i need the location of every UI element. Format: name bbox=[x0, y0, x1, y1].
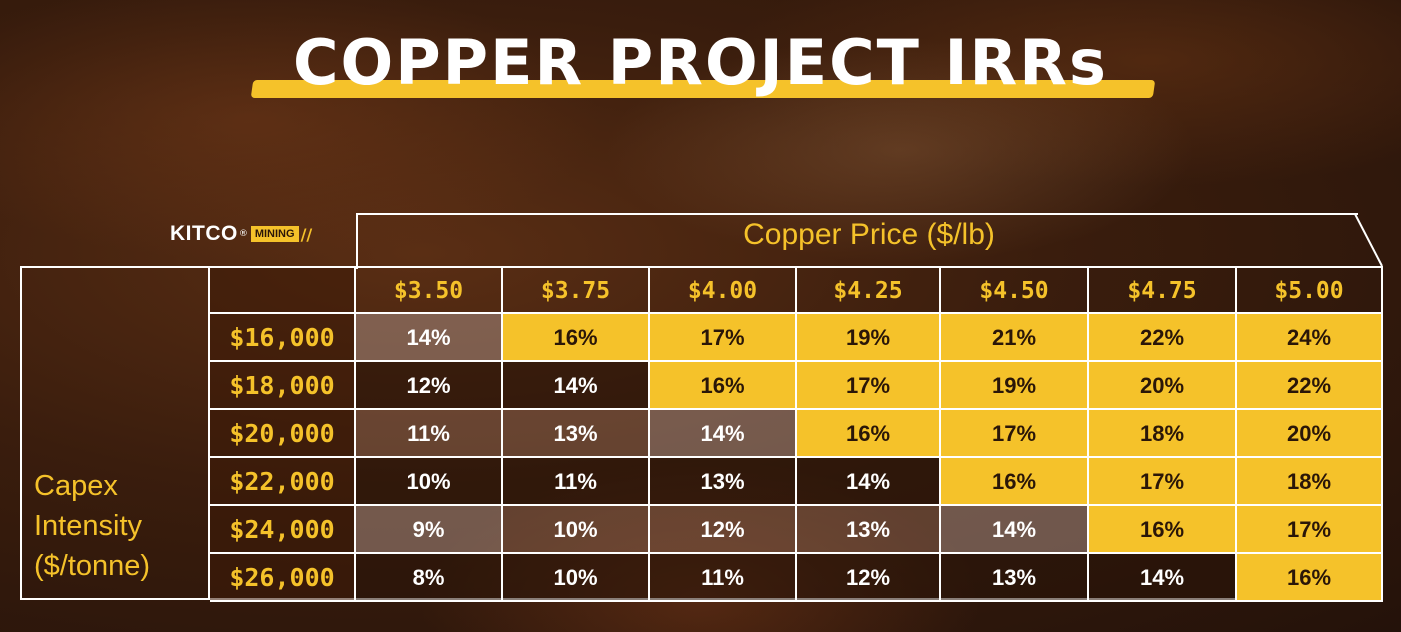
row-header-0: $16,000 bbox=[210, 314, 356, 362]
irr-cell-r4-c6: 17% bbox=[1237, 506, 1383, 554]
logo-brand: KITCO bbox=[170, 222, 238, 245]
logo-registered-mark: ® bbox=[238, 229, 248, 239]
irr-cell-r1-c2: 16% bbox=[650, 362, 797, 410]
row-axis-label-line-3: ($/tonne) bbox=[34, 550, 151, 582]
irr-cell-r2-c5: 18% bbox=[1089, 410, 1237, 458]
row-axis-label-line-2: Intensity bbox=[34, 510, 142, 542]
irr-cell-r2-c2: 14% bbox=[650, 410, 797, 458]
irr-cell-r5-c6: 16% bbox=[1237, 554, 1383, 602]
irr-cell-r3-c3: 14% bbox=[797, 458, 941, 506]
irr-cell-r2-c1: 13% bbox=[503, 410, 650, 458]
irr-cell-r5-c0: 8% bbox=[356, 554, 503, 602]
irr-cell-r3-c5: 17% bbox=[1089, 458, 1237, 506]
logo-tag: MINING bbox=[250, 226, 299, 242]
row-axis-cell bbox=[20, 266, 210, 600]
irr-cell-r0-c1: 16% bbox=[503, 314, 650, 362]
irr-cell-r3-c0: 10% bbox=[356, 458, 503, 506]
irr-cell-r0-c2: 17% bbox=[650, 314, 797, 362]
irr-cell-r5-c1: 10% bbox=[503, 554, 650, 602]
logo-slash-icon: // bbox=[300, 224, 313, 244]
column-header-1: $3.75 bbox=[503, 268, 650, 314]
irr-cell-r4-c2: 12% bbox=[650, 506, 797, 554]
row-header-1: $18,000 bbox=[210, 362, 356, 410]
irr-cell-r0-c0: 14% bbox=[356, 314, 503, 362]
irr-cell-r4-c5: 16% bbox=[1089, 506, 1237, 554]
irr-cell-r1-c6: 22% bbox=[1237, 362, 1383, 410]
irr-cell-r4-c3: 13% bbox=[797, 506, 941, 554]
irr-cell-r1-c4: 19% bbox=[941, 362, 1089, 410]
irr-cell-r2-c0: 11% bbox=[356, 410, 503, 458]
irr-cell-r5-c2: 11% bbox=[650, 554, 797, 602]
column-header-6: $5.00 bbox=[1237, 268, 1383, 314]
column-header-4: $4.50 bbox=[941, 268, 1089, 314]
irr-cell-r3-c6: 18% bbox=[1237, 458, 1383, 506]
irr-cell-r1-c3: 17% bbox=[797, 362, 941, 410]
page-title: COPPER PROJECT IRRs bbox=[293, 26, 1108, 99]
irr-cell-r5-c5: 14% bbox=[1089, 554, 1237, 602]
irr-cell-r0-c4: 21% bbox=[941, 314, 1089, 362]
irr-cell-r2-c3: 16% bbox=[797, 410, 941, 458]
column-header-5: $4.75 bbox=[1089, 268, 1237, 314]
kitco-mining-logo: KITCO ® MINING // bbox=[170, 222, 312, 246]
irr-cell-r4-c4: 14% bbox=[941, 506, 1089, 554]
column-header-frame bbox=[356, 213, 1358, 269]
irr-cell-r5-c3: 12% bbox=[797, 554, 941, 602]
irr-cell-r0-c6: 24% bbox=[1237, 314, 1383, 362]
column-header-2: $4.00 bbox=[650, 268, 797, 314]
row-header-2: $20,000 bbox=[210, 410, 356, 458]
irr-cell-r2-c4: 17% bbox=[941, 410, 1089, 458]
irr-cell-r0-c3: 19% bbox=[797, 314, 941, 362]
irr-cell-r4-c1: 10% bbox=[503, 506, 650, 554]
row-header-5: $26,000 bbox=[210, 554, 356, 602]
irr-cell-r3-c2: 13% bbox=[650, 458, 797, 506]
column-header-0: $3.50 bbox=[356, 268, 503, 314]
column-header-slant bbox=[1354, 213, 1383, 267]
column-header-3: $4.25 bbox=[797, 268, 941, 314]
irr-cell-r4-c0: 9% bbox=[356, 506, 503, 554]
row-axis-label: Capex Intensity ($/tonne) bbox=[34, 466, 150, 586]
irr-cell-r3-c1: 11% bbox=[503, 458, 650, 506]
row-header-3: $22,000 bbox=[210, 458, 356, 506]
irr-cell-r1-c1: 14% bbox=[503, 362, 650, 410]
irr-cell-r0-c5: 22% bbox=[1089, 314, 1237, 362]
irr-cell-r5-c4: 13% bbox=[941, 554, 1089, 602]
column-axis-label: Copper Price ($/lb) bbox=[743, 218, 995, 251]
irr-cell-r1-c0: 12% bbox=[356, 362, 503, 410]
irr-cell-r3-c4: 16% bbox=[941, 458, 1089, 506]
irr-cell-r2-c6: 20% bbox=[1237, 410, 1383, 458]
corner-header-cell bbox=[210, 268, 356, 314]
irr-cell-r1-c5: 20% bbox=[1089, 362, 1237, 410]
row-header-4: $24,000 bbox=[210, 506, 356, 554]
row-axis-label-line-1: Capex bbox=[34, 470, 118, 502]
